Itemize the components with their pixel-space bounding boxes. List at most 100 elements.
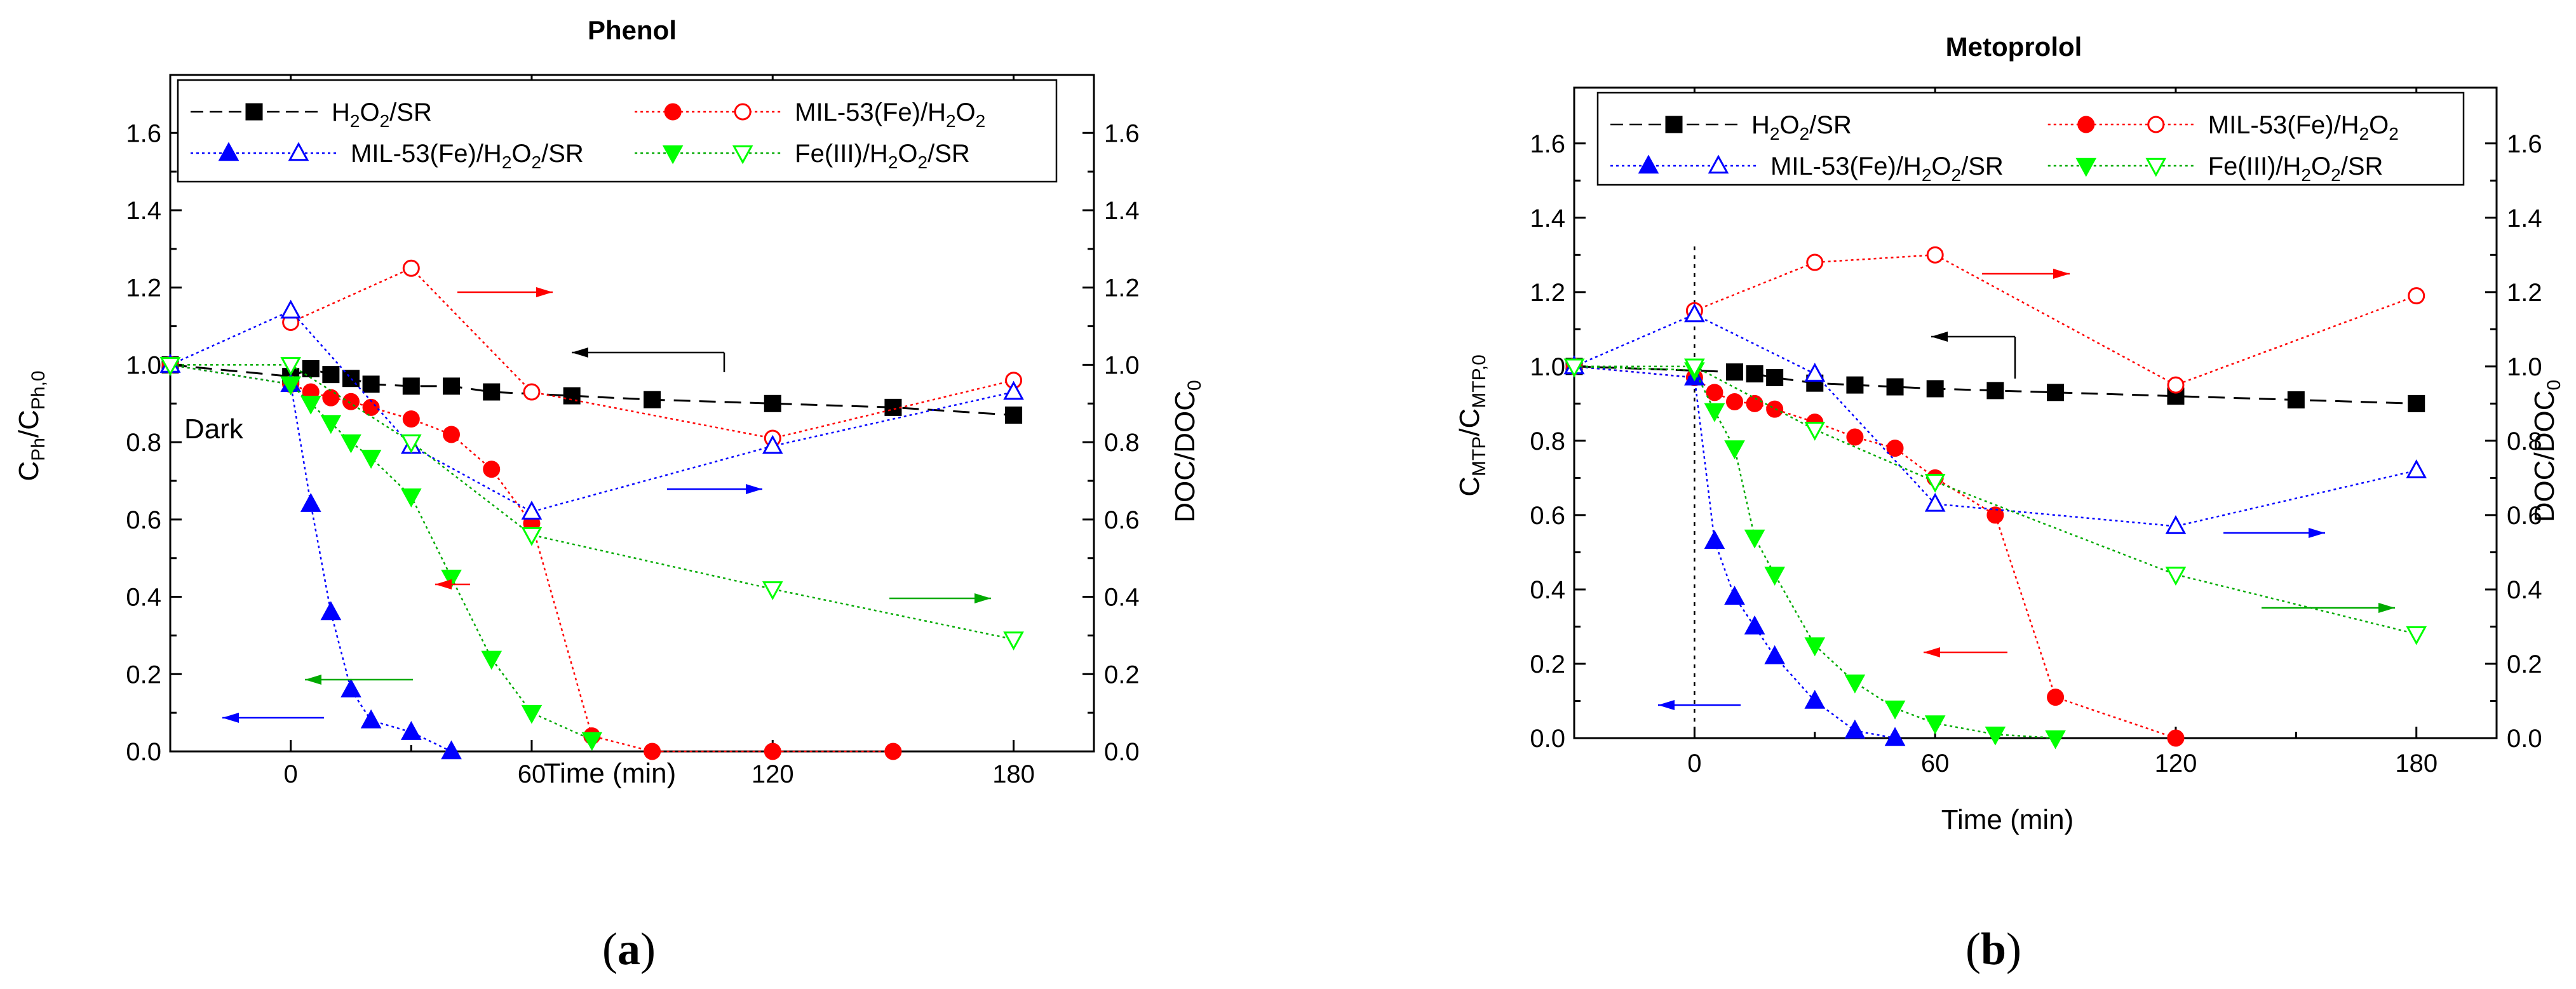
legend-text: O bbox=[1779, 111, 1799, 139]
y-right-tick-label: 0.2 bbox=[2507, 650, 2542, 678]
legend-text: MIL-53(Fe)/H bbox=[2208, 111, 2359, 139]
data-point bbox=[2287, 391, 2305, 409]
axis-indicator-arrow-head bbox=[222, 713, 239, 723]
data-point bbox=[521, 527, 543, 546]
caption-letter: a bbox=[617, 924, 640, 974]
x-tick-label: 180 bbox=[2395, 750, 2438, 777]
x-tick-label: 0 bbox=[1687, 750, 1701, 777]
data-point bbox=[1986, 382, 2004, 400]
data-point bbox=[1766, 400, 1784, 418]
data-point bbox=[2406, 459, 2427, 478]
legend: H2O2/SR MIL-53(Fe)/H2O2MIL-53(Fe)/H2O2/SR… bbox=[1596, 91, 2465, 186]
data-point bbox=[1684, 358, 1705, 378]
y-tick-label: 0.2 bbox=[1530, 650, 1565, 678]
y-tick-label: 1.0 bbox=[1530, 353, 1565, 381]
legend-text: O bbox=[1931, 152, 1951, 180]
series-line bbox=[1574, 365, 2417, 635]
y-right-tick-label: 0.0 bbox=[1104, 738, 1140, 766]
legend-text: O bbox=[511, 140, 531, 168]
legend-marker bbox=[218, 142, 239, 161]
data-point bbox=[1005, 407, 1023, 424]
data-point bbox=[1804, 422, 1826, 441]
data-point bbox=[1804, 363, 1826, 382]
data-point bbox=[402, 410, 420, 428]
data-point bbox=[1764, 645, 1785, 664]
data-point bbox=[1886, 440, 1904, 457]
series-mil-53-fe-h2o2 bbox=[161, 356, 902, 760]
data-point bbox=[1706, 384, 1723, 401]
legend-item: Fe(III)/H2O2/SR bbox=[2047, 152, 2383, 185]
series-mil-53-fe-h2o2-sr-doc bbox=[1563, 303, 2427, 534]
y-tick-label: 0.8 bbox=[1530, 427, 1565, 455]
legend-label: MIL-53(Fe)/H2O2/SR bbox=[351, 140, 584, 172]
y-right-label-sub: 0 bbox=[2544, 380, 2565, 391]
legend-text: MIL-53(Fe)/H bbox=[1770, 152, 1922, 180]
caption-paren: ( bbox=[1966, 924, 1981, 974]
legend-marker bbox=[2145, 158, 2167, 177]
legend-marker bbox=[1665, 116, 1683, 133]
data-point bbox=[1804, 689, 1826, 709]
legend-marker bbox=[662, 145, 684, 165]
y-right-tick-label: 0.4 bbox=[1104, 584, 1140, 612]
data-point bbox=[581, 732, 603, 751]
axis-indicator-arrow-head bbox=[2053, 269, 2070, 279]
data-point bbox=[1746, 365, 1763, 383]
data-point bbox=[1726, 393, 1744, 410]
data-point bbox=[342, 370, 360, 387]
data-point bbox=[1003, 380, 1024, 400]
axis-indicator-arrow-head bbox=[1924, 647, 1940, 657]
data-point bbox=[1986, 506, 2004, 524]
data-point bbox=[1704, 530, 1725, 549]
data-point bbox=[400, 434, 422, 454]
data-point bbox=[2165, 515, 2187, 534]
data-point bbox=[400, 488, 422, 508]
legend-label: H2O2/SR bbox=[1751, 111, 1852, 144]
legend-sub: 2 bbox=[502, 152, 512, 172]
data-point bbox=[341, 434, 361, 454]
data-point bbox=[1924, 492, 1946, 512]
data-point bbox=[1746, 394, 1763, 412]
series-line bbox=[170, 364, 452, 753]
legend-sub: 2 bbox=[946, 111, 956, 131]
data-point bbox=[764, 394, 781, 412]
legend-sub: 2 bbox=[380, 111, 390, 131]
legend-box bbox=[177, 79, 1058, 183]
legend-item: MIL-53(Fe)/H2O2 bbox=[635, 98, 985, 131]
series-h2o2-sr bbox=[161, 356, 1023, 424]
x-tick-label: 120 bbox=[752, 760, 794, 788]
legend-sub: 2 bbox=[2331, 165, 2341, 185]
dark-annotation: Dark bbox=[184, 414, 244, 445]
series-line bbox=[1574, 365, 2056, 739]
data-point bbox=[1926, 246, 1944, 264]
legend-label: MIL-53(Fe)/H2O2/SR bbox=[1770, 152, 2004, 185]
data-point bbox=[2047, 689, 2065, 706]
data-point bbox=[1886, 378, 1904, 396]
data-point bbox=[402, 259, 420, 277]
y-label-part: /C bbox=[13, 410, 44, 438]
series-line bbox=[170, 364, 893, 753]
y-label-part: C bbox=[1454, 476, 1485, 497]
axis-indicator-arrow-head bbox=[572, 347, 588, 358]
series-line bbox=[1574, 365, 2176, 739]
data-point bbox=[762, 434, 783, 454]
series-mil-53-fe-h2o2-doc bbox=[1685, 246, 2425, 394]
plot-frame bbox=[169, 74, 1095, 753]
legend-text: /SR bbox=[541, 140, 584, 168]
data-point bbox=[764, 743, 781, 760]
data-point bbox=[441, 740, 462, 760]
data-point bbox=[1744, 615, 1765, 635]
data-point bbox=[1563, 358, 1585, 378]
legend-box bbox=[1596, 91, 2465, 186]
data-point bbox=[1846, 428, 1864, 446]
series-line bbox=[1694, 254, 2417, 386]
data-point bbox=[322, 389, 340, 407]
data-point bbox=[521, 704, 543, 724]
legend-text: H bbox=[332, 98, 350, 126]
y-label-part: /C bbox=[1454, 408, 1485, 436]
legend-sub: 2 bbox=[888, 152, 898, 172]
data-point bbox=[1884, 700, 1906, 720]
data-point bbox=[322, 366, 340, 384]
y-right-tick-label: 0.0 bbox=[2507, 725, 2542, 753]
legend-sub: 2 bbox=[918, 152, 928, 172]
y-right-axis-label: DOC/DOC0 bbox=[2529, 380, 2565, 522]
